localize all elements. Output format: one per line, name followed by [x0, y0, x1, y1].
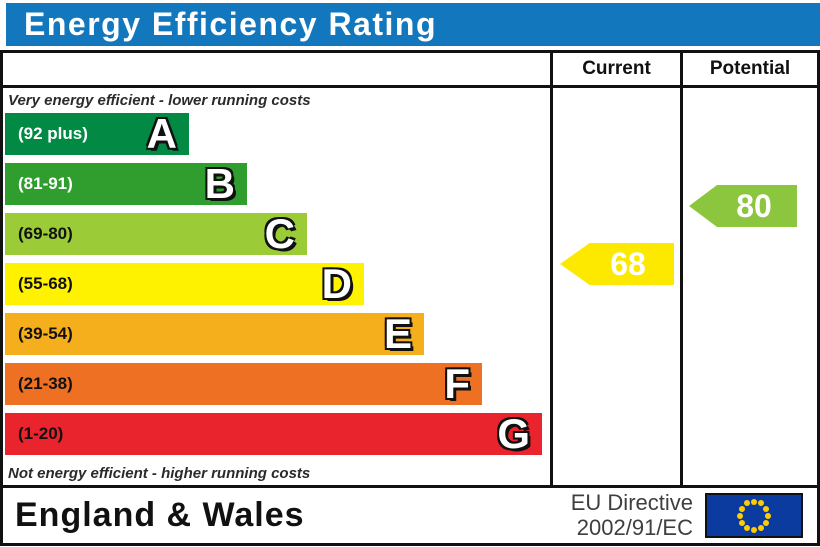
eu-flag-star-icon: [763, 505, 770, 512]
band-range-label: (81-91): [18, 174, 73, 193]
rating-bands: (92 plus) A (81-91) B (69-80) C (55-68) D (39-54…: [3, 113, 550, 455]
band-f: (21-38) F: [5, 363, 550, 405]
eu-flag-star-icon: [751, 498, 757, 505]
eu-flag-star-icon: [738, 505, 745, 512]
footer: England & Wales EU Directive 2002/91/EC: [3, 485, 817, 543]
potential-rating-arrow: 80: [689, 185, 797, 227]
band-range-label: (92 plus): [18, 124, 88, 143]
current-rating-arrow: 68: [560, 243, 674, 285]
eu-flag-star-icon: [763, 519, 770, 526]
scale-header-empty: [3, 53, 550, 88]
band-bar-g: (1-20) G: [5, 413, 542, 455]
band-range-label: (21-38): [18, 374, 73, 393]
band-letter: B: [204, 160, 235, 207]
current-rating-value: 68: [610, 245, 646, 282]
top-note: Very energy efficient - lower running co…: [8, 92, 311, 109]
band-b: (81-91) B: [5, 163, 550, 205]
band-c: (69-80) C: [5, 213, 550, 255]
band-a: (92 plus) A: [5, 113, 550, 155]
eu-directive-line1: EU Directive: [570, 490, 693, 516]
eu-flag-star-icon: [744, 524, 750, 531]
band-bar-b: (81-91) B: [5, 163, 247, 205]
eu-flag-star-icon: [738, 519, 745, 526]
rating-columns: Very energy efficient - lower running co…: [3, 53, 817, 485]
eu-flag-star-icon: [744, 500, 750, 507]
title-bar: Energy Efficiency Rating: [6, 3, 820, 46]
band-letter: A: [146, 110, 177, 157]
potential-column-header: Potential: [683, 53, 817, 88]
band-range-label: (69-80): [18, 224, 73, 243]
band-letter: F: [444, 360, 470, 407]
current-column-body: 68: [553, 88, 680, 485]
band-d: (55-68) D: [5, 263, 550, 305]
eu-flag-star-icon: [751, 526, 757, 533]
band-e: (39-54) E: [5, 313, 550, 355]
current-column: Current 68: [550, 53, 680, 485]
eu-flag-star-icon: [758, 524, 764, 531]
eu-directive-group: EU Directive 2002/91/EC: [571, 491, 803, 539]
band-bar-d: (55-68) D: [5, 263, 364, 305]
band-letter: D: [321, 260, 352, 307]
band-letter: C: [264, 210, 295, 257]
eu-directive-line2: 2002/91/EC: [576, 514, 693, 540]
rating-scale-body: Very energy efficient - lower running co…: [3, 88, 550, 485]
band-bar-c: (69-80) C: [5, 213, 307, 255]
eu-directive-text: EU Directive 2002/91/EC: [570, 490, 693, 540]
band-letter: G: [497, 410, 530, 457]
region-label: England & Wales: [15, 496, 305, 534]
potential-rating-value: 80: [736, 187, 772, 224]
band-g: (1-20) G: [5, 413, 550, 455]
page-title: Energy Efficiency Rating: [24, 6, 437, 42]
eu-flag-star-icon: [765, 512, 771, 519]
band-range-label: (39-54): [18, 324, 73, 343]
bottom-note: Not energy efficient - higher running co…: [8, 465, 311, 482]
potential-column: Potential 80: [680, 53, 817, 485]
potential-column-body: 80: [683, 88, 817, 485]
band-bar-f: (21-38) F: [5, 363, 482, 405]
band-bar-e: (39-54) E: [5, 313, 424, 355]
band-range-label: (55-68): [18, 274, 73, 293]
band-bar-a: (92 plus) A: [5, 113, 189, 155]
band-letter: E: [383, 310, 412, 357]
eu-flag-star-icon: [758, 500, 764, 507]
eu-flag-icon: [705, 493, 803, 538]
current-column-header: Current: [553, 53, 680, 88]
rating-scale-column: Very energy efficient - lower running co…: [3, 53, 550, 485]
energy-rating-table: Very energy efficient - lower running co…: [0, 50, 820, 546]
eu-flag-star-icon: [737, 512, 743, 519]
band-range-label: (1-20): [18, 424, 64, 443]
